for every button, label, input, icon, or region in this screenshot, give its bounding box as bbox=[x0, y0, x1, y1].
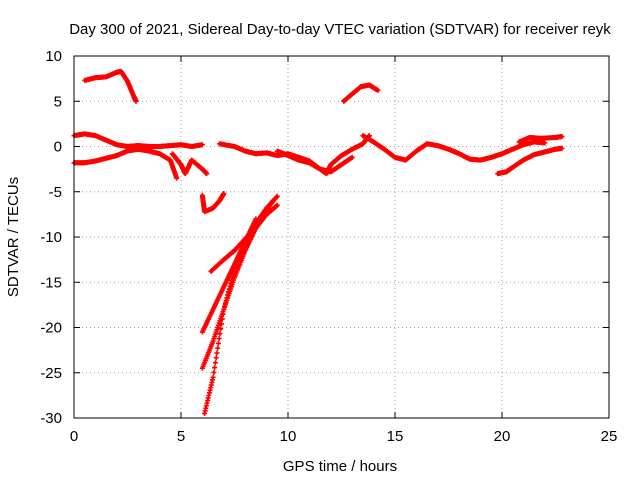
ticks: 0 5 10 15 20 25 -30 -25 -20 -15 -10 -5 0 5 10 bbox=[40, 48, 617, 445]
x-tick-label: 25 bbox=[601, 428, 618, 445]
data-point-arc-n bbox=[212, 365, 218, 371]
x-tick-label: 20 bbox=[494, 428, 511, 445]
data-point-arc-n bbox=[215, 345, 221, 351]
data-point-arc-n bbox=[213, 355, 219, 361]
data-point-arc-j bbox=[559, 134, 565, 140]
data-point-arc-n bbox=[211, 369, 217, 375]
y-tick-label: -5 bbox=[49, 184, 62, 201]
data-point-arc-n bbox=[219, 321, 225, 327]
x-tick-label: 10 bbox=[280, 428, 297, 445]
data-point-arc-n bbox=[220, 311, 226, 317]
data-point-arc-o bbox=[274, 202, 280, 208]
data-point-arc-n bbox=[219, 316, 225, 322]
data-point-arc-n bbox=[216, 335, 222, 341]
data-point-arc-b bbox=[375, 87, 381, 93]
x-axis-label: GPS time / hours bbox=[283, 458, 397, 475]
data-point-arc-n bbox=[210, 374, 216, 380]
data-point-arc-n bbox=[253, 216, 259, 222]
chart-title: Day 300 of 2021, Sidereal Day-to-day VTE… bbox=[69, 21, 611, 38]
x-tick-label: 0 bbox=[70, 428, 78, 445]
data-point-arc-a bbox=[133, 98, 139, 104]
data-point-arc-n bbox=[214, 350, 220, 356]
y-tick-label: 0 bbox=[54, 139, 62, 156]
y-tick-label: -15 bbox=[40, 274, 62, 291]
data-markers bbox=[71, 68, 565, 416]
data-point-arc-h bbox=[542, 140, 548, 146]
y-tick-label: 10 bbox=[45, 48, 62, 65]
y-axis-label: SDTVAR / TECUs bbox=[5, 177, 22, 297]
data-point-arc-n bbox=[215, 340, 221, 346]
x-tick-label: 15 bbox=[387, 428, 404, 445]
y-tick-label: -10 bbox=[40, 229, 62, 246]
data-point-arc-g bbox=[349, 154, 355, 160]
data-point-arc-d bbox=[174, 175, 180, 181]
data-point-arc-e bbox=[204, 171, 210, 177]
y-tick-label: -25 bbox=[40, 365, 62, 382]
data-point-arc-l bbox=[274, 193, 280, 199]
data-point-arc-n bbox=[217, 331, 223, 337]
data-point-arc-k bbox=[221, 191, 227, 197]
y-tick-label: -30 bbox=[40, 410, 62, 427]
data-point-arc-i bbox=[559, 145, 565, 151]
y-tick-label: -20 bbox=[40, 320, 62, 337]
grid bbox=[74, 56, 609, 418]
y-tick-label: 5 bbox=[54, 93, 62, 110]
data-point-arc-c bbox=[199, 142, 205, 148]
data-point-arc-n bbox=[212, 360, 218, 366]
data-point-arc-m bbox=[270, 198, 276, 204]
x-tick-label: 5 bbox=[177, 428, 185, 445]
data-point-arc-n bbox=[218, 326, 224, 332]
